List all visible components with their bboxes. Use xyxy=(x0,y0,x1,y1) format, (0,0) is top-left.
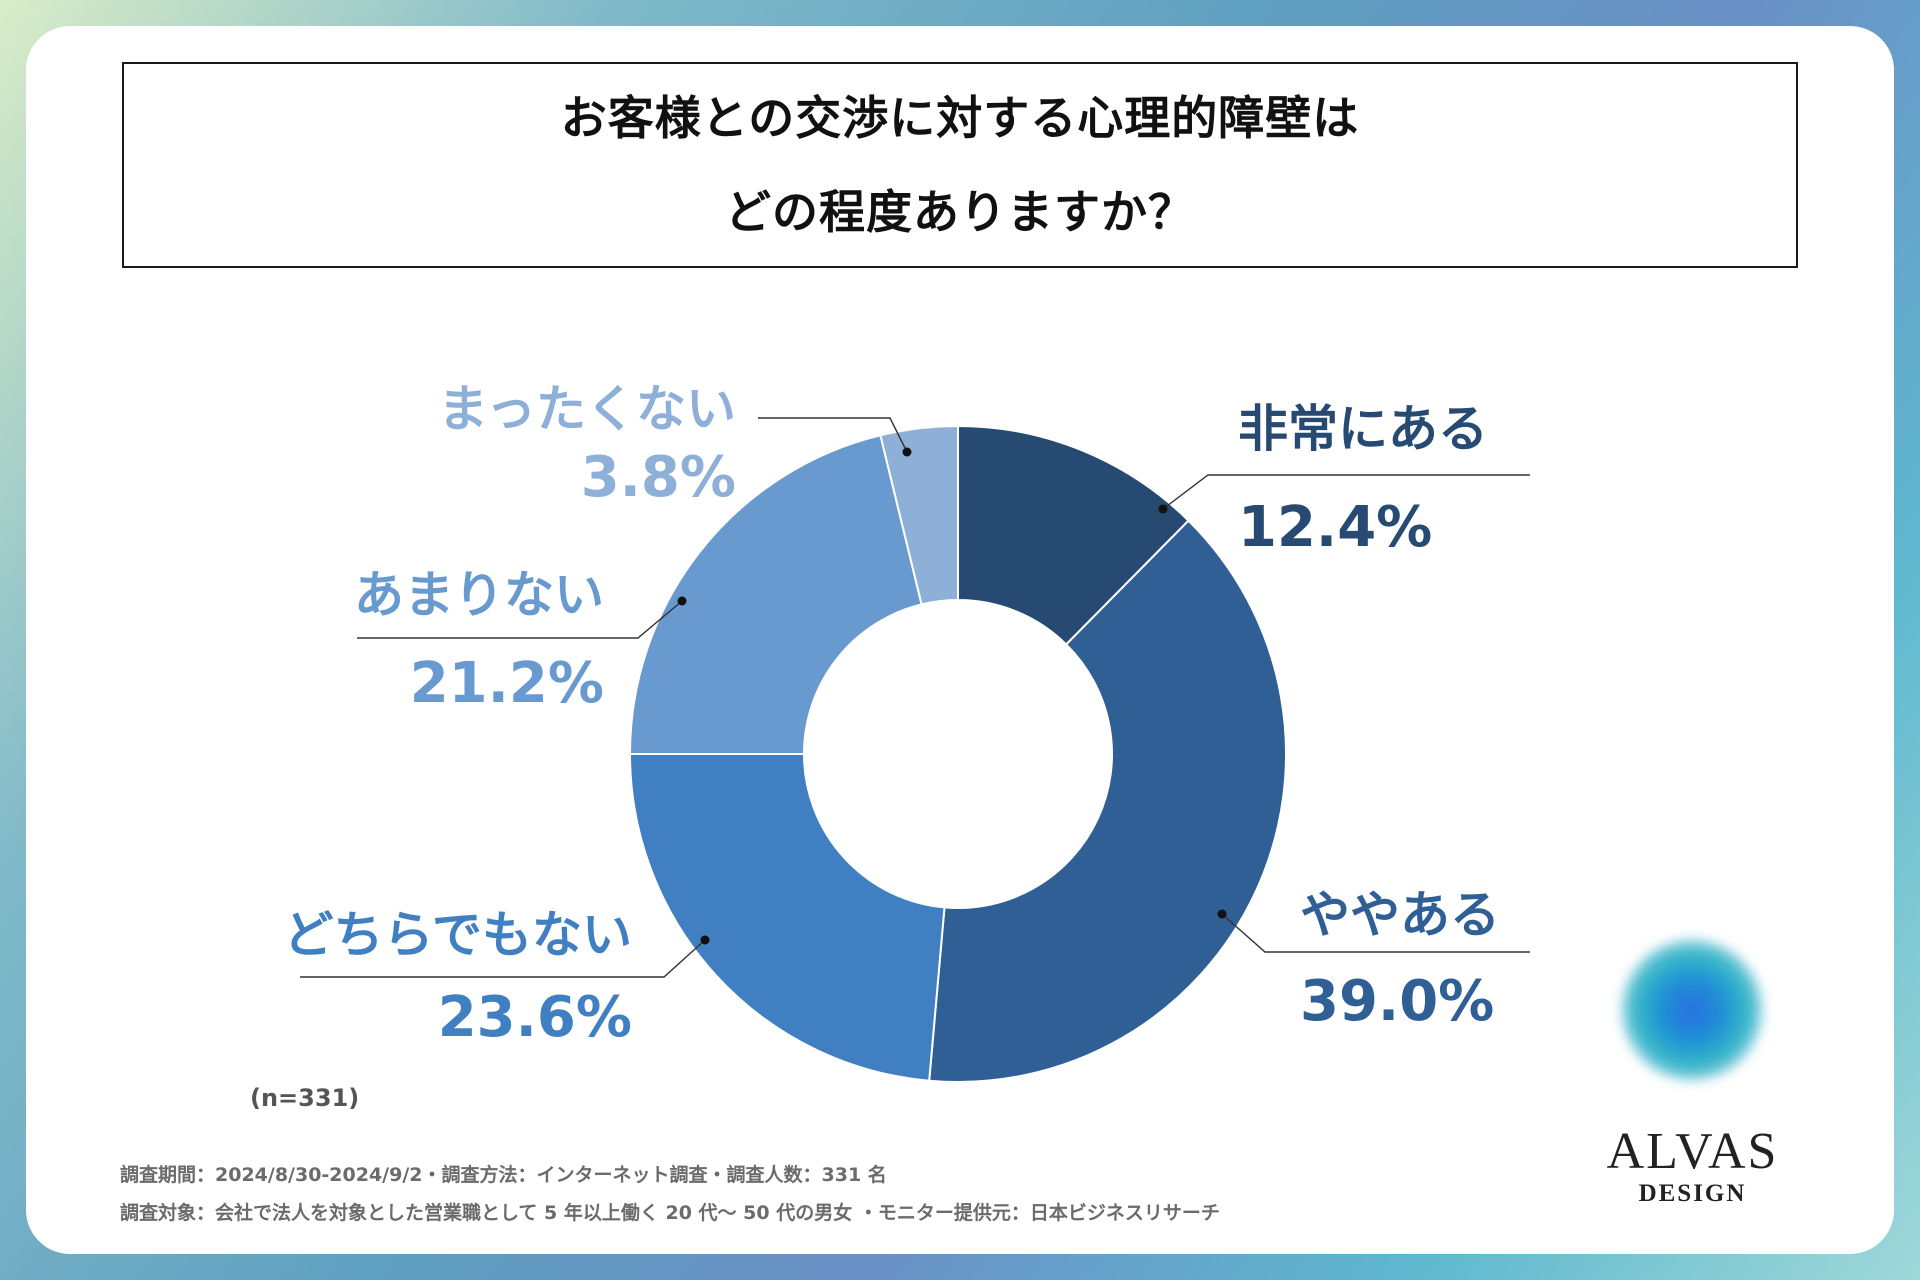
logo-wordmark: ALVAS xyxy=(1606,1123,1779,1180)
slice-label-somewhat: ややある xyxy=(1300,886,1500,944)
leader-dot-very-much xyxy=(1158,504,1168,514)
leader-line-not-much xyxy=(357,600,683,639)
title-box: お客様との交渉に対する心理的障壁は どの程度ありますか？ xyxy=(122,62,1798,268)
leader-line-not-at-all xyxy=(758,417,908,453)
logo-orb-icon xyxy=(1622,940,1762,1080)
leader-line-neutral xyxy=(300,939,706,978)
leader-dot-somewhat xyxy=(1217,909,1227,919)
slice-label-very-much: 非常にある xyxy=(1238,400,1488,458)
leader-line-very-much xyxy=(1162,474,1530,510)
slice-value-neutral: 23.6% xyxy=(438,985,632,1050)
slice-somewhat xyxy=(928,519,1287,1083)
survey-info-line-1: 調査期間：2024/8/30-2024/9/2・調査方法：インターネット調査・調… xyxy=(120,1164,887,1186)
chart-title-line-1: お客様との交渉に対する心理的障壁は xyxy=(560,91,1360,145)
slice-value-not-at-all: 3.8% xyxy=(581,445,736,510)
alvas-logo: ALVAS DESIGN xyxy=(1590,940,1795,1220)
slice-label-not-much: あまりない xyxy=(354,566,604,624)
slice-value-somewhat: 39.0% xyxy=(1300,969,1494,1034)
leader-dot-not-at-all xyxy=(902,447,912,457)
survey-info-line-2: 調査対象：会社で法人を対象とした営業職として 5 年以上働く 20 代〜 50 … xyxy=(120,1202,1220,1224)
chart-title-line-2: どの程度ありますか？ xyxy=(725,185,1195,239)
slice-very-much xyxy=(957,424,1190,646)
slice-label-neutral: どちらでもない xyxy=(284,906,633,964)
slice-label-not-at-all: まったくない xyxy=(438,380,736,438)
slice-not-at-all xyxy=(879,424,959,606)
slice-not-much xyxy=(628,434,923,755)
leader-dot-not-much xyxy=(677,596,687,606)
logo-subtext: DESIGN xyxy=(1638,1180,1747,1207)
sample-size: (n=331) xyxy=(250,1084,359,1112)
leader-dot-neutral xyxy=(700,935,710,945)
leader-line-somewhat xyxy=(1221,913,1530,953)
slice-neutral xyxy=(628,753,946,1082)
slice-value-not-much: 21.2% xyxy=(410,651,604,716)
slice-value-very-much: 12.4% xyxy=(1238,495,1432,560)
